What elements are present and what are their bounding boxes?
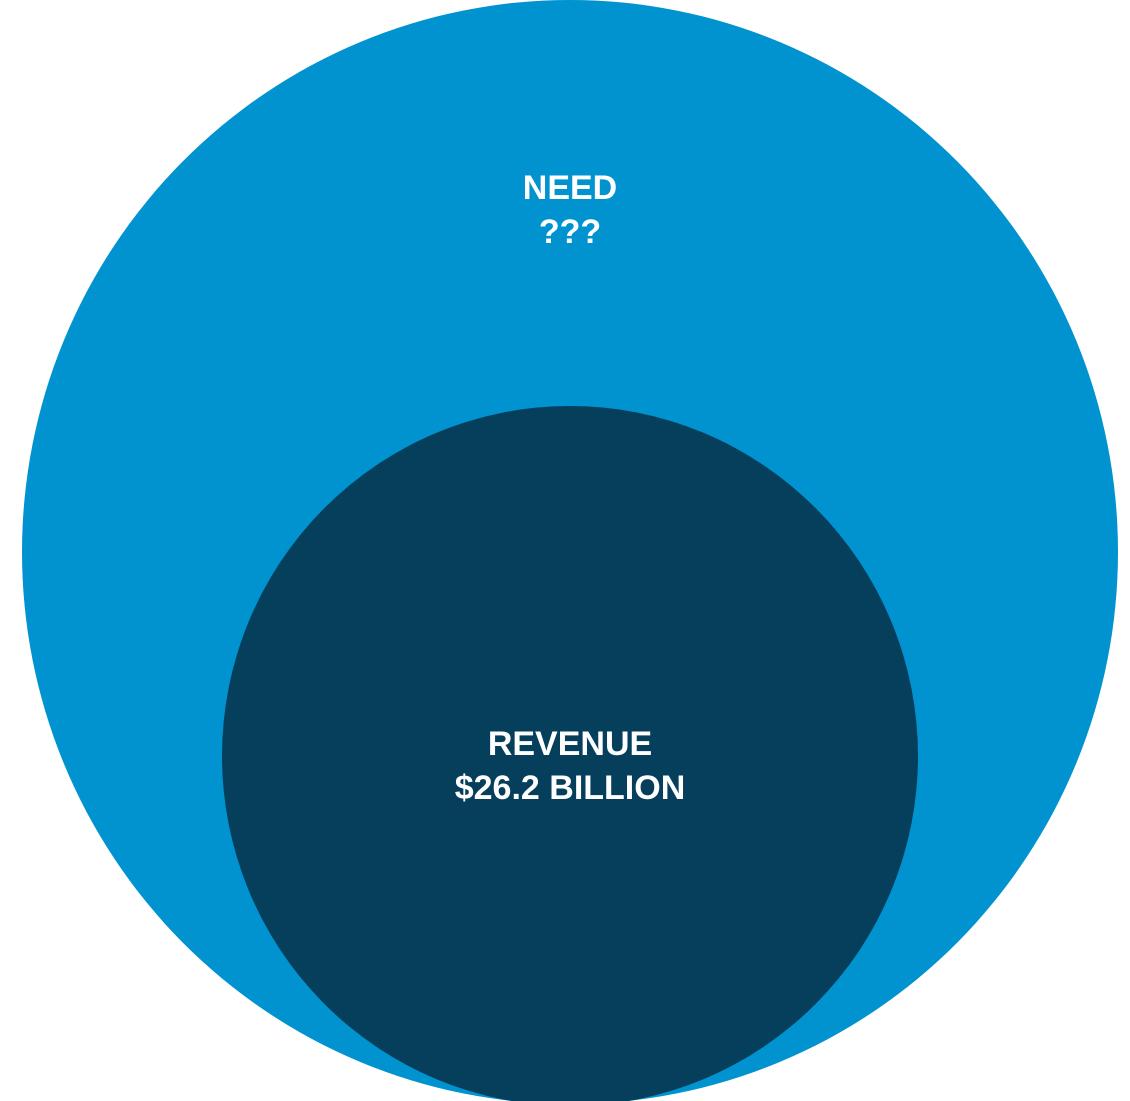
revenue-circle <box>222 406 918 1101</box>
need-value: ??? <box>538 213 602 251</box>
revenue-label: REVENUE $26.2 BILLION <box>420 722 720 810</box>
need-label: NEED ??? <box>470 166 670 254</box>
revenue-value: $26.2 BILLION <box>454 769 686 807</box>
revenue-title: REVENUE <box>487 725 653 763</box>
need-title: NEED <box>522 169 618 207</box>
